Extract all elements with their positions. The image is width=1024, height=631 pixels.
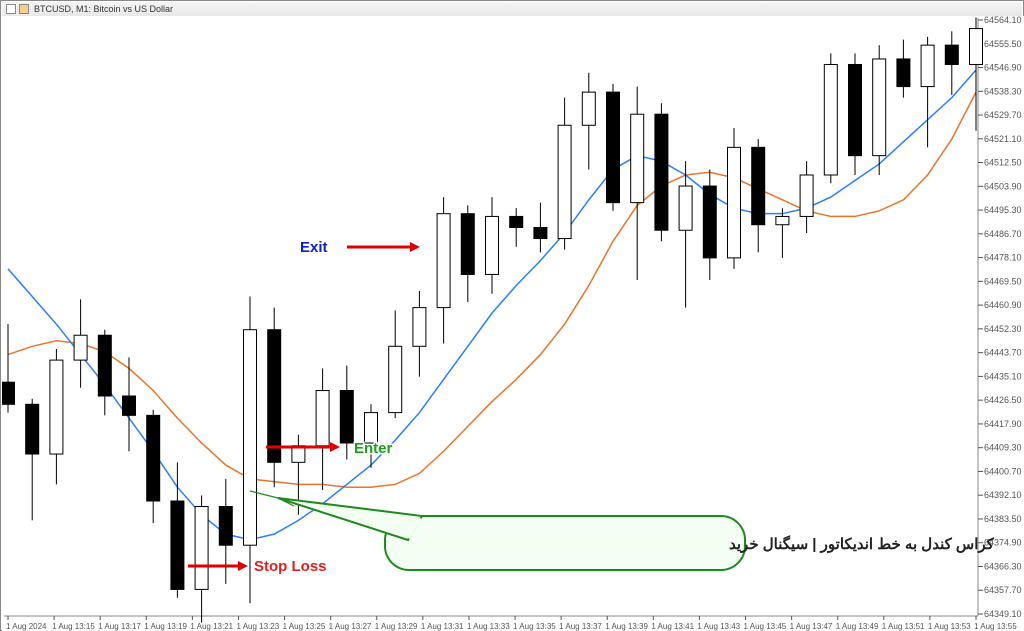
chart-icon (19, 4, 29, 14)
svg-text:64486.70: 64486.70 (984, 229, 1022, 239)
svg-text:1 Aug 13:17: 1 Aug 13:17 (98, 622, 141, 631)
svg-text:1 Aug 13:29: 1 Aug 13:29 (375, 622, 418, 631)
svg-text:1 Aug 13:33: 1 Aug 13:33 (467, 622, 510, 631)
svg-text:1 Aug 13:47: 1 Aug 13:47 (790, 622, 833, 631)
svg-text:64460.90: 64460.90 (984, 300, 1022, 310)
svg-text:64555.50: 64555.50 (984, 39, 1022, 49)
svg-text:1 Aug 13:21: 1 Aug 13:21 (190, 622, 233, 631)
svg-text:64564.10: 64564.10 (984, 16, 1022, 25)
svg-text:1 Aug 13:45: 1 Aug 13:45 (744, 622, 787, 631)
svg-text:1 Aug 13:49: 1 Aug 13:49 (836, 622, 879, 631)
svg-text:64426.50: 64426.50 (984, 395, 1022, 405)
svg-text:64443.70: 64443.70 (984, 348, 1022, 358)
svg-text:64357.70: 64357.70 (984, 585, 1022, 595)
title-text: BTCUSD, M1: Bitcoin vs US Dollar (34, 4, 173, 14)
svg-text:1 Aug 13:31: 1 Aug 13:31 (421, 622, 464, 631)
svg-text:1 Aug 13:53: 1 Aug 13:53 (928, 622, 971, 631)
svg-text:Stop Loss: Stop Loss (254, 558, 327, 575)
svg-text:1 Aug 13:23: 1 Aug 13:23 (236, 622, 279, 631)
svg-text:64409.30: 64409.30 (984, 443, 1022, 453)
svg-text:64546.90: 64546.90 (984, 63, 1022, 73)
svg-text:64392.10: 64392.10 (984, 490, 1022, 500)
svg-text:64366.30: 64366.30 (984, 561, 1022, 571)
svg-text:1 Aug 13:27: 1 Aug 13:27 (329, 622, 372, 631)
svg-text:1 Aug 13:39: 1 Aug 13:39 (605, 622, 648, 631)
svg-text:1 Aug 2024: 1 Aug 2024 (6, 622, 47, 631)
svg-text:64529.70: 64529.70 (984, 110, 1022, 120)
chart-svg: 64564.10 64555.50 64546.90 64538.30 64529.70… (2, 16, 1024, 631)
svg-text:64512.50: 64512.50 (984, 158, 1022, 168)
svg-text:64417.90: 64417.90 (984, 419, 1022, 429)
svg-text:64478.10: 64478.10 (984, 253, 1022, 263)
svg-text:1 Aug 13:51: 1 Aug 13:51 (882, 622, 925, 631)
svg-text:64538.30: 64538.30 (984, 86, 1022, 96)
svg-text:1 Aug 13:35: 1 Aug 13:35 (513, 622, 556, 631)
chart-area[interactable]: 64564.10 64555.50 64546.90 64538.30 64529.70… (2, 16, 1022, 629)
svg-text:1 Aug 13:19: 1 Aug 13:19 (144, 622, 187, 631)
svg-text:کراس کندل به خط اندیکاتور | سی: کراس کندل به خط اندیکاتور | سیگنال خرید (729, 535, 995, 553)
svg-text:64400.70: 64400.70 (984, 466, 1022, 476)
svg-text:64435.10: 64435.10 (984, 371, 1022, 381)
svg-text:64503.90: 64503.90 (984, 181, 1022, 191)
titlebar-icons (6, 4, 29, 14)
chart-icon (6, 4, 16, 14)
svg-text:64469.50: 64469.50 (984, 276, 1022, 286)
svg-text:1 Aug 13:37: 1 Aug 13:37 (559, 622, 602, 631)
svg-text:Enter: Enter (354, 440, 393, 457)
svg-text:1 Aug 13:41: 1 Aug 13:41 (651, 622, 694, 631)
svg-text:64521.10: 64521.10 (984, 134, 1022, 144)
svg-text:64495.30: 64495.30 (984, 205, 1022, 215)
svg-text:64452.30: 64452.30 (984, 324, 1022, 334)
svg-text:64349.10: 64349.10 (984, 609, 1022, 619)
svg-text:1 Aug 13:55: 1 Aug 13:55 (974, 622, 1017, 631)
svg-text:1 Aug 13:15: 1 Aug 13:15 (52, 622, 95, 631)
titlebar: BTCUSD, M1: Bitcoin vs US Dollar (2, 2, 1022, 17)
svg-text:Exit: Exit (300, 239, 328, 256)
chart-window: BTCUSD, M1: Bitcoin vs US Dollar 64564.1… (0, 0, 1024, 631)
svg-text:1 Aug 13:43: 1 Aug 13:43 (697, 622, 740, 631)
svg-text:1 Aug 13:25: 1 Aug 13:25 (283, 622, 326, 631)
svg-text:64383.50: 64383.50 (984, 514, 1022, 524)
